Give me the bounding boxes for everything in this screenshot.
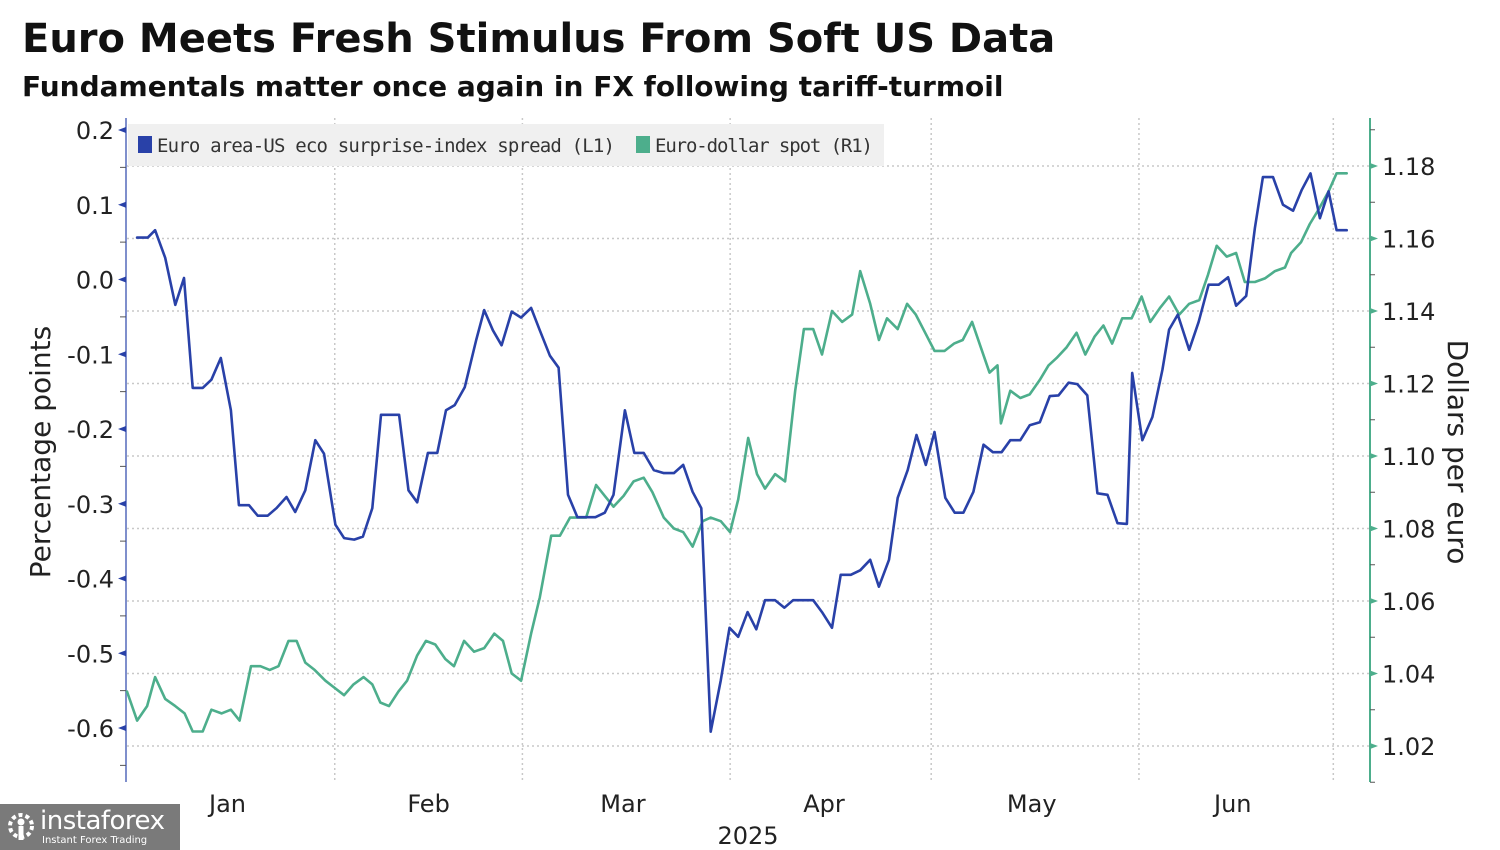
right-tick-label: 1.12	[1382, 371, 1435, 399]
left-tick-marker	[118, 276, 126, 283]
right-tick-label: 1.16	[1382, 226, 1435, 254]
x-tick-label: May	[1007, 790, 1057, 818]
x-axis-year-label: 2025	[717, 822, 778, 850]
left-tick-marker	[118, 351, 126, 358]
x-tick-label: Apr	[803, 790, 845, 818]
left-tick-label: 0.1	[76, 192, 114, 220]
right-tick-label: 1.04	[1382, 661, 1435, 689]
right-tick-marker	[1370, 308, 1378, 314]
series-line-surprise-spread	[135, 172, 1348, 734]
left-axis-title: Percentage points	[24, 326, 57, 578]
legend-swatch-blue	[138, 136, 152, 153]
right-tick-marker	[1370, 453, 1378, 459]
right-tick-marker	[1370, 670, 1378, 677]
right-tick-marker	[1370, 163, 1378, 169]
series-line-eurusd-spot	[125, 172, 1348, 733]
watermark-tagline: Instant Forex Trading	[42, 835, 148, 846]
right-tick-marker	[1370, 743, 1378, 749]
gridlines	[127, 118, 1370, 782]
left-tick-label: 0.0	[76, 267, 114, 295]
right-tick-marker	[1370, 380, 1378, 387]
legend-background	[128, 124, 884, 166]
x-tick-label: Jun	[1212, 790, 1252, 818]
legend-label-eurusd-spot: Euro-dollar spot (R1)	[655, 135, 873, 157]
left-tick-label: -0.2	[67, 416, 114, 444]
x-tick-label: Mar	[600, 790, 645, 818]
series-lines	[125, 172, 1348, 734]
left-tick-label: -0.4	[67, 566, 114, 594]
legend: Euro area-US eco surprise-index spread (…	[128, 124, 884, 166]
chart-subtitle: Fundamentals matter once again in FX fol…	[22, 70, 1004, 103]
legend-label-surprise-spread: Euro area-US eco surprise-index spread (…	[157, 135, 615, 157]
left-tick-marker	[118, 426, 126, 432]
left-tick-label: -0.1	[67, 341, 114, 369]
left-tick-marker	[118, 201, 126, 208]
legend-swatch-green	[636, 136, 650, 153]
right-tick-marker	[1370, 598, 1378, 604]
left-tick-marker	[118, 725, 126, 731]
left-tick-label: 0.2	[76, 117, 114, 145]
right-tick-label: 1.14	[1382, 298, 1435, 326]
right-tick-marker	[1370, 525, 1378, 532]
chart-title: Euro Meets Fresh Stimulus From Soft US D…	[22, 16, 1056, 62]
right-tick-label: 1.10	[1382, 443, 1435, 471]
left-tick-marker	[118, 127, 126, 133]
right-tick-marker	[1370, 235, 1378, 242]
right-tick-label: 1.02	[1382, 733, 1435, 761]
left-tick-label: -0.5	[67, 640, 114, 668]
right-tick-label: 1.08	[1382, 516, 1435, 544]
right-axis-title: Dollars per euro	[1441, 340, 1474, 565]
left-tick-label: -0.3	[67, 491, 114, 519]
instaforex-watermark: instaforex Instant Forex Trading	[0, 804, 180, 850]
right-tick-label: 1.06	[1382, 588, 1435, 616]
x-tick-label: Feb	[407, 790, 450, 818]
x-tick-label: Jan	[207, 790, 246, 818]
left-tick-marker	[118, 575, 126, 582]
left-tick-marker	[118, 500, 126, 507]
watermark-brand: instaforex	[40, 806, 165, 836]
left-tick-marker	[118, 650, 126, 657]
gear-person-logo-icon	[8, 813, 34, 840]
left-tick-label: -0.6	[67, 715, 114, 743]
axes: 0.2 0.1 0.0 -0.1 -0.2 -0.3 -0.4 -0.5 -0.6 1.18 1.1…	[67, 117, 1435, 818]
right-tick-label: 1.18	[1382, 153, 1435, 181]
